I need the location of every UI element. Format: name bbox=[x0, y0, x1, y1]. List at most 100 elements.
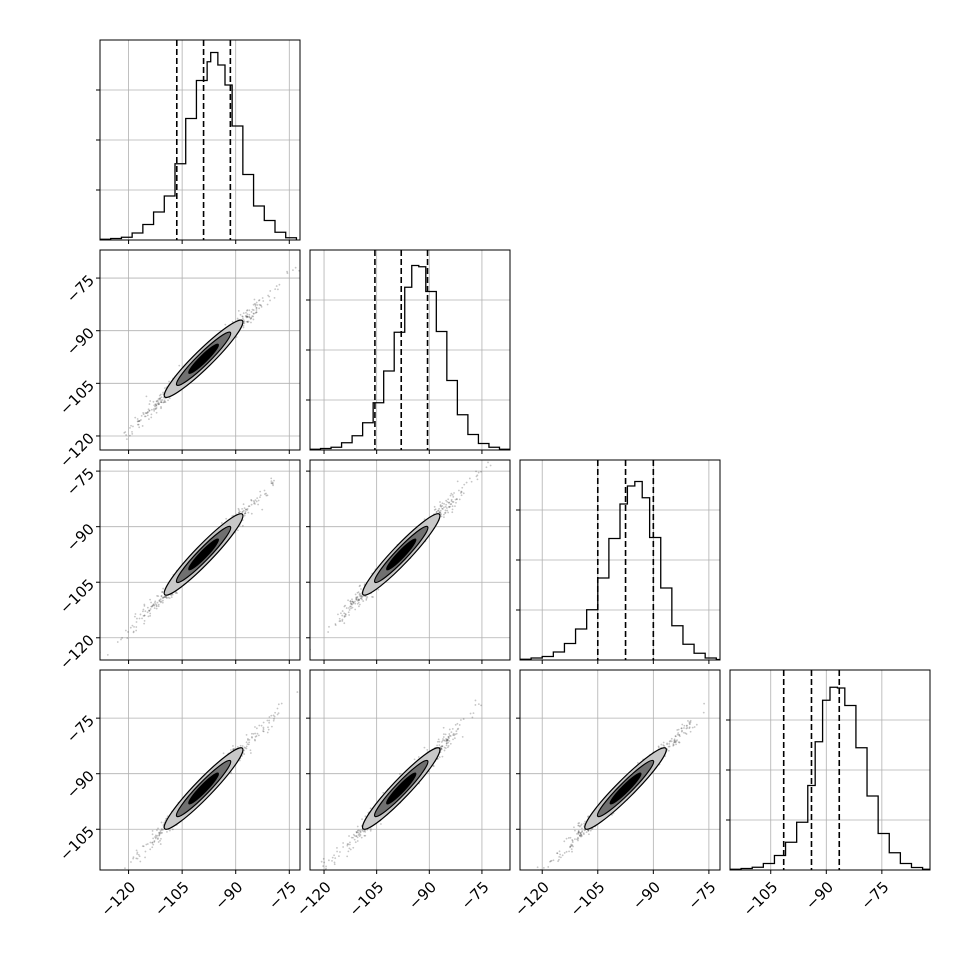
scatter-point bbox=[148, 609, 150, 612]
scatter-point bbox=[542, 866, 545, 869]
xtick-label: −90 bbox=[629, 878, 664, 913]
scatter-point bbox=[268, 295, 271, 298]
panel-frame bbox=[99, 669, 301, 871]
scatter-point bbox=[446, 738, 448, 741]
scatter-point bbox=[689, 721, 692, 724]
scatter-point bbox=[141, 617, 143, 620]
row-3-ytick-label: −90 bbox=[63, 520, 98, 555]
scatter-point bbox=[351, 600, 354, 603]
histogram-bar bbox=[576, 629, 587, 660]
scatter-point bbox=[364, 834, 367, 837]
scatter-point bbox=[163, 401, 166, 404]
scatter-point bbox=[131, 432, 134, 435]
scatter-point bbox=[447, 737, 450, 740]
scatter-point bbox=[328, 625, 330, 628]
panel-frame bbox=[519, 669, 721, 871]
histogram-bar bbox=[412, 266, 419, 451]
panel-frame bbox=[309, 249, 511, 451]
scatter-point bbox=[138, 420, 140, 423]
scatter-point bbox=[334, 623, 337, 625]
scatter-point bbox=[550, 859, 553, 862]
panel-content bbox=[520, 670, 720, 870]
scatter-point bbox=[445, 744, 448, 747]
scatter-point bbox=[157, 401, 160, 404]
scatter-point bbox=[360, 594, 363, 597]
scatter-point bbox=[254, 739, 256, 742]
scatter-point bbox=[233, 747, 236, 750]
scatter-point bbox=[257, 499, 260, 502]
scatter-point bbox=[683, 731, 685, 734]
scatter-point bbox=[146, 611, 149, 614]
histogram-bar bbox=[830, 687, 837, 870]
scatter-point bbox=[340, 612, 342, 615]
scatter-point bbox=[286, 270, 288, 273]
scatter-point bbox=[254, 305, 257, 307]
scatter-point bbox=[252, 303, 255, 306]
scatter-point bbox=[663, 745, 666, 747]
scatter-point bbox=[577, 837, 580, 840]
scatter-point bbox=[450, 500, 453, 502]
scatter-point bbox=[151, 604, 154, 607]
scatter-point bbox=[155, 408, 157, 410]
scatter-point bbox=[154, 836, 156, 838]
scatter-point bbox=[253, 302, 256, 305]
scatter-point bbox=[238, 759, 241, 762]
scatter-point bbox=[565, 837, 568, 840]
scatter-point bbox=[273, 715, 276, 718]
scatter-point bbox=[437, 738, 440, 741]
scatter-point bbox=[549, 860, 551, 863]
scatter-point bbox=[582, 833, 585, 836]
scatter-point bbox=[360, 596, 363, 599]
scatter-point bbox=[241, 524, 244, 527]
panel-content bbox=[310, 670, 510, 870]
scatter-point bbox=[160, 396, 163, 399]
scatter-point bbox=[672, 744, 675, 747]
histogram-bar bbox=[186, 119, 197, 241]
scatter-point bbox=[131, 624, 134, 627]
scatter-point bbox=[249, 749, 252, 752]
panel-content bbox=[100, 40, 300, 240]
scatter-point bbox=[268, 719, 271, 722]
scatter-point bbox=[250, 503, 253, 506]
scatter-point bbox=[563, 852, 566, 854]
scatter-point bbox=[249, 752, 252, 754]
scatter-point bbox=[433, 509, 436, 511]
scatter-point bbox=[135, 629, 138, 632]
scatter-point bbox=[578, 834, 581, 837]
scatter-point bbox=[348, 835, 350, 837]
scatter-point bbox=[580, 834, 583, 836]
scatter-point bbox=[325, 865, 327, 868]
scatter-point bbox=[158, 599, 161, 601]
scatter-point bbox=[273, 296, 276, 299]
joint-panel-1-4: −120 −105 −90 −75−105−90−75 bbox=[56, 669, 301, 920]
scatter-point bbox=[448, 740, 451, 742]
scatter-point bbox=[255, 500, 258, 503]
scatter-point bbox=[359, 831, 362, 834]
scatter-point bbox=[455, 732, 458, 735]
scatter-point bbox=[582, 832, 585, 835]
scatter-point bbox=[356, 830, 359, 832]
scatter-point bbox=[364, 595, 367, 598]
scatter-point bbox=[248, 741, 251, 744]
scatter-point bbox=[270, 714, 273, 717]
scatter-point bbox=[156, 402, 159, 405]
scatter-point bbox=[369, 828, 372, 830]
scatter-point bbox=[480, 704, 482, 707]
scatter-point bbox=[242, 317, 244, 320]
scatter-point bbox=[254, 502, 256, 505]
scatter-point bbox=[441, 755, 444, 758]
panel-content bbox=[100, 670, 300, 870]
histogram-bar bbox=[609, 539, 620, 661]
scatter-point bbox=[666, 743, 669, 746]
scatter-point bbox=[126, 637, 129, 639]
histogram-bar bbox=[650, 538, 661, 661]
scatter-point bbox=[579, 835, 581, 837]
scatter-point bbox=[442, 736, 445, 738]
scatter-point bbox=[454, 723, 457, 726]
scatter-point bbox=[343, 622, 346, 625]
scatter-point bbox=[450, 503, 453, 505]
panel-content bbox=[100, 250, 300, 450]
scatter-point bbox=[246, 313, 249, 316]
histogram-panel-4: −105 −90 −75 bbox=[726, 669, 931, 920]
scatter-point bbox=[349, 848, 352, 851]
